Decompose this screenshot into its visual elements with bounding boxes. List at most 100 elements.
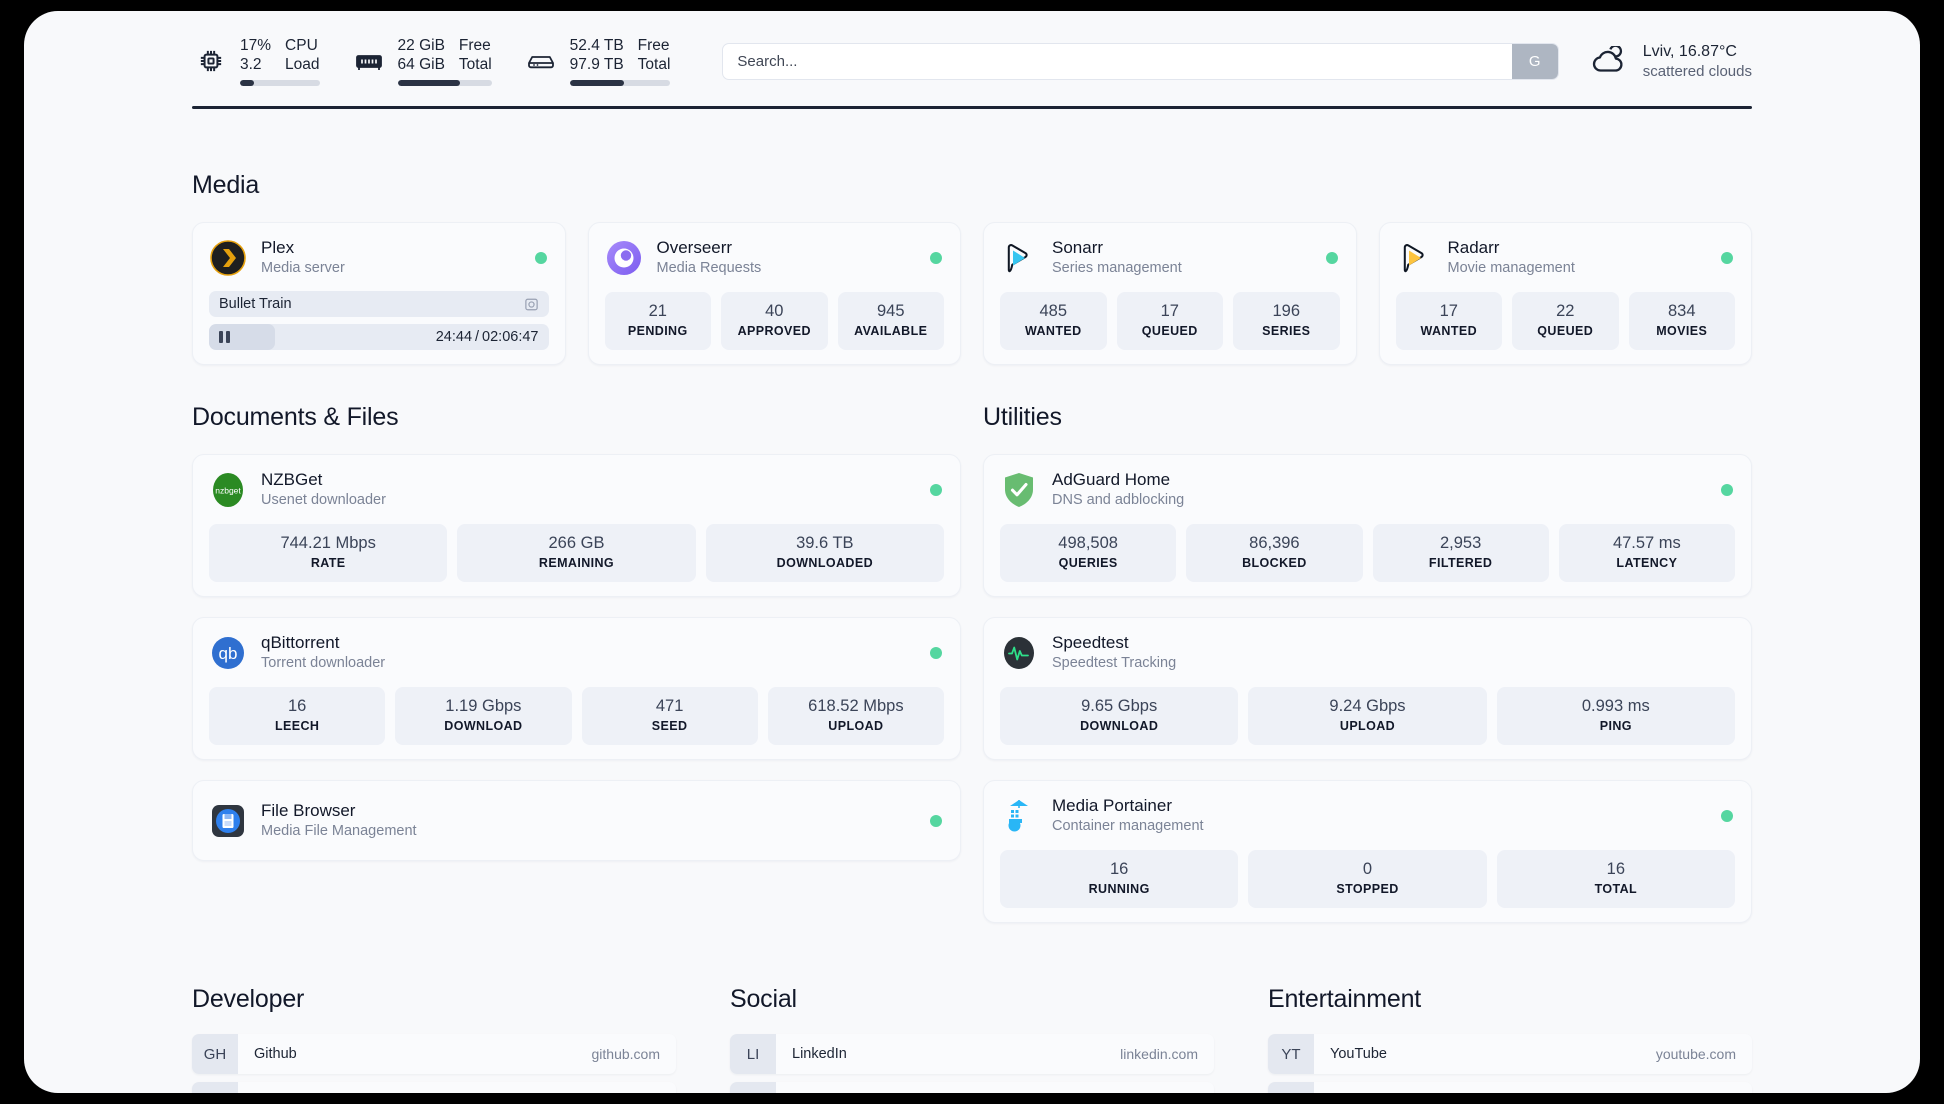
disk-values: 52.4 TB 97.9 TB [570, 36, 624, 74]
service-card-plex[interactable]: Plex Media server Bullet Train [192, 222, 566, 365]
search-input[interactable] [723, 43, 1512, 79]
stat-tile: 22 QUEUED [1512, 292, 1619, 350]
stat-value: 86,396 [1249, 534, 1300, 552]
bookmark-name: Github [254, 1046, 297, 1062]
bookmark-group-entertainment: Entertainment YT YouTube youtube.com NF … [1268, 985, 1752, 1093]
disk-label-free: Free [637, 37, 670, 54]
stat-tile: 16 TOTAL [1496, 850, 1735, 908]
stat-tile: 945 AVAILABLE [837, 292, 944, 350]
bookmark-abbr: NF [1268, 1082, 1314, 1093]
bookmark-item[interactable]: TW Twitter twitter.com [730, 1082, 1214, 1093]
cast-icon[interactable] [524, 297, 539, 312]
plex-now-playing: Bullet Train [209, 291, 549, 317]
service-card-qbittorrent[interactable]: qb qBittorrent Torrent downloader 16 LEE… [192, 617, 961, 760]
stat-value: 22 [1556, 302, 1575, 320]
cloud-icon [1589, 45, 1629, 77]
status-indicator-online [534, 251, 547, 264]
bookmark-item[interactable]: GH Github github.com [192, 1034, 676, 1074]
service-card-nzbget[interactable]: nzbget NZBGet Usenet downloader 744.21 M… [192, 454, 961, 597]
search-engine-button[interactable]: G [1511, 43, 1558, 79]
service-name: qBittorrent [261, 633, 340, 652]
status-indicator-online [1721, 251, 1733, 264]
service-card-sonarr[interactable]: Sonarr Series management 485 WANTED 17 Q… [983, 222, 1357, 365]
cpu-chip-icon [196, 46, 226, 76]
stat-value: 39.6 TB [796, 534, 854, 552]
stat-label: RUNNING [1088, 882, 1150, 896]
stat-value: 17 [1160, 302, 1179, 320]
section-title-media: Media [192, 171, 260, 199]
stat-tile: 17 QUEUED [1116, 292, 1223, 350]
service-description: Usenet downloader [261, 492, 386, 508]
service-card-adguard-home[interactable]: AdGuard Home DNS and adblocking 498,508 … [983, 454, 1752, 597]
service-card-overseerr[interactable]: Overseerr Media Requests 21 PENDING 40 A… [587, 222, 961, 365]
stat-tile: 21 PENDING [604, 292, 711, 350]
bookmark-name: LinkedIn [792, 1046, 847, 1062]
system-stat-memory: 22 GiB 64 GiB Free Total [354, 36, 492, 86]
bookmark-item[interactable]: YT YouTube youtube.com [1268, 1034, 1752, 1074]
memory-usage-bar [397, 80, 492, 86]
status-indicator-online [930, 646, 942, 659]
stat-value: 196 [1272, 302, 1301, 320]
weather-description: scattered clouds [1642, 62, 1752, 80]
nzbget-logo-icon: nzbget [209, 471, 247, 509]
service-description: Movie management [1447, 260, 1575, 276]
stat-value: 2,953 [1439, 534, 1482, 552]
stat-label: QUEUED [1537, 324, 1594, 338]
status-indicator-online [930, 251, 942, 264]
status-indicator-online [1325, 251, 1338, 264]
stat-value: 744.21 Mbps [280, 534, 376, 552]
service-card-media-portainer[interactable]: Media Portainer Container management 16 … [983, 780, 1752, 923]
bookmark-abbr: GH [192, 1034, 238, 1074]
bookmark-item[interactable]: NF Netflix netflix.com [1268, 1082, 1752, 1093]
bookmark-item[interactable]: LI LinkedIn linkedin.com [730, 1034, 1214, 1074]
system-stat-cpu: 17% 3.2 CPU Load [196, 36, 320, 86]
stat-tile: 2,953 FILTERED [1372, 524, 1549, 582]
bookmark-url: twitter.com [1131, 1082, 1214, 1093]
stat-value: 266 GB [548, 534, 605, 552]
search-bar[interactable]: G [722, 42, 1559, 80]
bookmark-group-title: Entertainment [1268, 985, 1422, 1013]
bookmark-url: github.com [591, 1046, 660, 1062]
plex-logo-icon [209, 239, 247, 277]
cpu-labels: CPU Load [285, 36, 319, 74]
service-card-file-browser[interactable]: File Browser Media File Management [192, 780, 961, 861]
cpu-label-top: CPU [285, 37, 318, 54]
plex-progress-bar[interactable]: 24:44/02:06:47 [209, 324, 549, 350]
bookmark-url: linkedin.com [1120, 1046, 1198, 1062]
stat-value: 834 [1667, 302, 1696, 320]
bookmark-item[interactable]: SO StackOverflow stackoverflow.com [192, 1082, 676, 1093]
bookmark-abbr: TW [730, 1082, 776, 1093]
bookmark-name: Netflix [1314, 1082, 1669, 1093]
overseerr-logo-icon [605, 239, 643, 277]
service-description: Media Requests [656, 260, 762, 276]
stat-tile: 40 APPROVED [721, 292, 828, 350]
service-card-speedtest[interactable]: Speedtest Speedtest Tracking 9.65 Gbps D… [983, 617, 1752, 760]
memory-total-value: 64 GiB [397, 56, 445, 73]
status-indicator-online [930, 483, 942, 496]
stat-tile: 618.52 Mbps UPLOAD [767, 687, 944, 745]
qbittorrent-logo-icon: qb [209, 634, 247, 672]
stat-label: UPLOAD [1339, 719, 1396, 733]
disk-label-total: Total [637, 56, 671, 73]
stat-value: 0.993 ms [1581, 697, 1650, 715]
pause-icon[interactable] [219, 331, 230, 343]
service-description: Media server [261, 260, 345, 276]
stat-value: 16 [287, 697, 307, 715]
disk-total-value: 97.9 TB [569, 56, 624, 73]
header-divider [192, 106, 1752, 109]
stat-label: QUEUED [1141, 324, 1198, 338]
stat-label: STOPPED [1336, 882, 1399, 896]
stat-tile: 0.993 ms PING [1496, 687, 1735, 745]
service-card-radarr[interactable]: Radarr Movie management 17 WANTED 22 QUE… [1378, 222, 1752, 365]
stat-tile: 196 SERIES [1233, 292, 1340, 350]
radarr-logo-icon [1396, 239, 1434, 277]
stat-label: MOVIES [1656, 324, 1708, 338]
weather-location: Lviv, 16.87°C [1642, 42, 1737, 60]
stat-tile: 39.6 TB DOWNLOADED [705, 524, 944, 582]
stat-tile: 16 LEECH [209, 687, 386, 745]
service-description: Container management [1052, 818, 1204, 834]
dashboard-page: 17% 3.2 CPU Load [24, 11, 1920, 1093]
stat-tile: 16 RUNNING [1000, 850, 1239, 908]
now-playing-title: Bullet Train [219, 296, 292, 312]
stat-tile: 1.19 Gbps DOWNLOAD [395, 687, 572, 745]
